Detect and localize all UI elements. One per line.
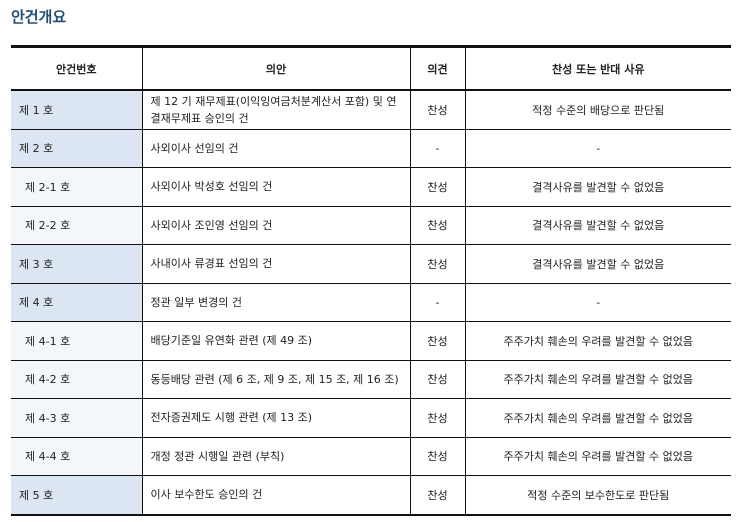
opinion: 찬성 <box>409 321 465 361</box>
table-row: 제 3 호 사내이사 류경표 선임의 건 찬성 결격사유를 발견할 수 없었음 <box>11 244 731 284</box>
header-agenda: 의안 <box>141 45 410 91</box>
table-row: 제 2 호 사외이사 선임의 건-- <box>11 129 731 168</box>
reason: 주주가치 훼손의 우려를 발견할 수 없었음 <box>464 398 731 438</box>
agenda-number: 제 4 호 <box>11 283 142 322</box>
reason: 결격사유를 발견할 수 없었음 <box>464 244 731 284</box>
agenda-number: 제 3 호 <box>11 244 142 284</box>
reason: 주주가치 훼손의 우려를 발견할 수 없었음 <box>464 437 731 476</box>
reason: - <box>464 129 731 168</box>
opinion: 찬성 <box>409 244 465 284</box>
section-title: 안건개요 <box>11 8 67 26</box>
table-row: 제 2-2 호 사외이사 조인영 선임의 건 찬성 결격사유를 발견할 수 없었음 <box>11 206 731 245</box>
reason: - <box>464 283 731 322</box>
agenda-title: 정관 일부 변경의 건 <box>141 283 410 322</box>
table-row: 제 5 호 이사 보수한도 승인의 건 찬성 적정 수준의 보수한도로 판단됨 <box>11 475 731 516</box>
header-agenda-number: 안건번호 <box>11 45 142 91</box>
opinion: 찬성 <box>409 90 465 130</box>
agenda-title: 제 12 기 재무제표(이익잉여금처분계산서 포함) 및 연결재무제표 승인의 … <box>141 90 410 130</box>
header-opinion: 의견 <box>409 45 465 91</box>
agenda-number: 제 4-1 호 <box>11 321 142 361</box>
table-row: 제 4-2 호 동등배당 관련 (제 6 조, 제 9 조, 제 15 조, 제 … <box>11 360 731 399</box>
agenda-title: 동등배당 관련 (제 6 조, 제 9 조, 제 15 조, 제 16 조) <box>141 360 410 399</box>
reason: 결격사유를 발견할 수 없었음 <box>464 206 731 245</box>
agenda-title: 개정 정관 시행일 관련 (부칙) <box>141 437 410 476</box>
opinion: 찬성 <box>409 475 465 516</box>
reason: 적정 수준의 보수한도로 판단됨 <box>464 475 731 516</box>
agenda-number: 제 4-2 호 <box>11 360 142 399</box>
agenda-number: 제 4-4 호 <box>11 437 142 476</box>
agenda-number: 제 2-1 호 <box>11 167 142 207</box>
agenda-number: 제 2-2 호 <box>11 206 142 245</box>
agenda-title: 사외이사 박성호 선임의 건 <box>141 167 410 207</box>
opinion: 찬성 <box>409 206 465 245</box>
opinion: 찬성 <box>409 437 465 476</box>
agenda-title: 사외이사 조인영 선임의 건 <box>141 206 410 245</box>
reason: 결격사유를 발견할 수 없었음 <box>464 167 731 207</box>
table-row: 제 4-4 호 개정 정관 시행일 관련 (부칙) 찬성 주주가치 훼손의 우려를 발… <box>11 437 731 476</box>
reason: 주주가치 훼손의 우려를 발견할 수 없었음 <box>464 360 731 399</box>
agenda-title: 사내이사 류경표 선임의 건 <box>141 244 410 284</box>
reason: 적정 수준의 배당으로 판단됨 <box>464 90 731 130</box>
agenda-title: 이사 보수한도 승인의 건 <box>141 475 410 516</box>
agenda-title: 전자증권제도 시행 관련 (제 13 조) <box>141 398 410 438</box>
agenda-number: 제 5 호 <box>11 475 142 516</box>
agenda-number: 제 2 호 <box>11 129 142 168</box>
opinion: 찬성 <box>409 167 465 207</box>
table-row: 제 4 호 정관 일부 변경의 건-- <box>11 283 731 322</box>
agenda-title: 배당기준일 유연화 관련 (제 49 조) <box>141 321 410 361</box>
opinion: - <box>409 129 465 168</box>
agenda-number: 제 4-3 호 <box>11 398 142 438</box>
table-row: 제 4-3 호 전자증권제도 시행 관련 (제 13 조) 찬성 주주가치 훼손의 우… <box>11 398 731 438</box>
table-header-row: 안건번호 의안 의견 찬성 또는 반대 사유 <box>11 45 731 91</box>
header-reason: 찬성 또는 반대 사유 <box>464 45 731 91</box>
agenda-title: 사외이사 선임의 건 <box>141 129 410 168</box>
table-row: 제 2-1 호 사외이사 박성호 선임의 건 찬성 결격사유를 발견할 수 없었음 <box>11 167 731 207</box>
table-row: 제 4-1 호 배당기준일 유연화 관련 (제 49 조) 찬성 주주가치 훼손의 우… <box>11 321 731 361</box>
opinion: 찬성 <box>409 360 465 399</box>
reason: 주주가치 훼손의 우려를 발견할 수 없었음 <box>464 321 731 361</box>
opinion: 찬성 <box>409 398 465 438</box>
opinion: - <box>409 283 465 322</box>
agenda-number: 제 1 호 <box>11 90 142 130</box>
